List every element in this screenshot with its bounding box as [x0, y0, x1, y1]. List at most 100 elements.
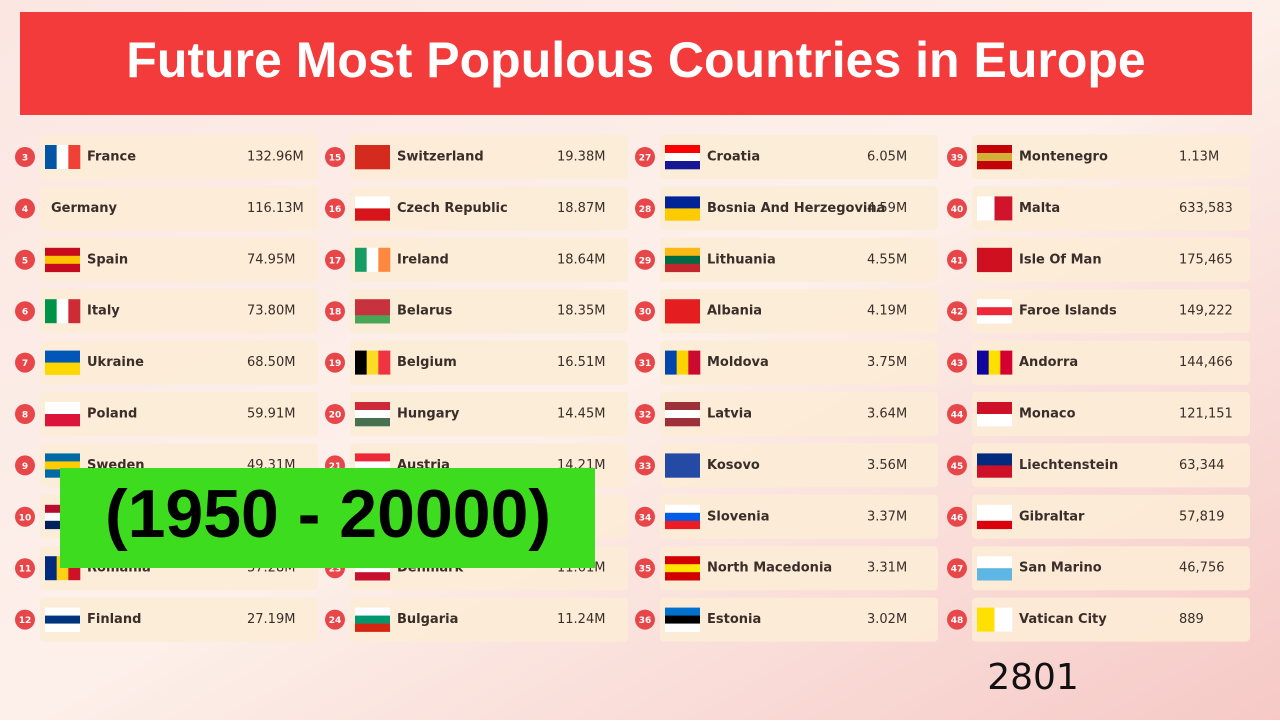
population: 633,583: [1179, 201, 1233, 216]
flag: [977, 556, 1012, 581]
rank-badge: [635, 301, 655, 322]
flag: [977, 145, 1012, 170]
rank-badge: [325, 147, 345, 167]
table-row: 18 Belarus 18.35M: [325, 289, 628, 334]
table-row: 16 Czech Republic 18.87M: [325, 186, 628, 231]
flag: [977, 196, 1013, 221]
flag-stripe: [977, 161, 1012, 170]
rank: 29: [639, 256, 652, 266]
flag: [977, 402, 1012, 427]
rank-badge: [635, 558, 655, 579]
flag: [355, 299, 390, 324]
flag-stripe: [45, 145, 57, 169]
overlay-box: [60, 468, 595, 568]
flag-stripe: [355, 623, 390, 632]
flag-stripe: [977, 307, 1012, 316]
flag-stripe: [45, 402, 80, 415]
country-name: Spain: [87, 252, 128, 267]
table-row: 17 Ireland 18.64M: [325, 237, 628, 282]
rank: 4: [22, 205, 28, 215]
rank: 48: [951, 616, 964, 626]
flag-stripe: [665, 196, 700, 209]
population: 74.95M: [247, 252, 295, 267]
flag-stripe: [45, 350, 80, 363]
flag: [665, 504, 700, 530]
population: 3.31M: [867, 561, 907, 576]
rank: 21: [329, 462, 342, 472]
population: 3.37M: [867, 509, 907, 524]
flag-stripe: [988, 350, 1001, 375]
flag-stripe: [665, 504, 700, 514]
table-row: 12 Finland 27.19M: [15, 597, 318, 642]
population: 4.55M: [867, 252, 907, 267]
country-name: Croatia: [707, 150, 760, 165]
rank-badge: [635, 609, 655, 630]
rank: 7: [22, 359, 28, 369]
country-name: Slovenia: [707, 509, 770, 524]
flag-stripe: [665, 607, 700, 616]
rank: 5: [22, 256, 28, 266]
row-box: [350, 597, 628, 642]
flag-stripe: [665, 564, 700, 573]
population: 18.87M: [557, 201, 605, 216]
rank: 33: [639, 462, 652, 472]
rank-badge: [947, 609, 967, 630]
rank-badge: [947, 249, 967, 270]
rank-badge: [635, 455, 655, 476]
rank: 34: [639, 513, 652, 523]
population: 18.64M: [557, 252, 605, 267]
flag-stripe: [355, 315, 390, 324]
flag-stripe: [355, 299, 390, 308]
flag: [355, 145, 390, 170]
flag-stripe: [45, 461, 80, 470]
flag: [977, 350, 1013, 375]
row-box: [972, 289, 1250, 334]
table-row: 30 Albania 4.19M: [635, 289, 938, 334]
row-box: [40, 289, 318, 334]
table-row: 6 Italy 73.80M: [15, 289, 318, 334]
row-box: [350, 237, 628, 282]
population: 4.59M: [867, 201, 907, 216]
flag-stripe: [665, 161, 700, 170]
rank-badge: [15, 301, 35, 322]
flag-stripe: [977, 153, 1012, 162]
flag: [665, 145, 700, 170]
country-name: Moldova: [707, 355, 769, 370]
row-box: [660, 546, 938, 591]
table-row: 27 Croatia 6.05M: [635, 135, 938, 179]
country-name: Andorra: [1019, 355, 1078, 370]
flag-stripe: [355, 453, 390, 462]
flag: [665, 453, 700, 478]
flag-stripe: [994, 196, 1013, 221]
flag-stripe: [665, 263, 700, 273]
population: 144,466: [1179, 355, 1233, 370]
rank-badge: [325, 352, 345, 373]
flag: [355, 196, 390, 221]
country-name: Monaco: [1019, 407, 1076, 422]
flag-stripe: [45, 556, 57, 581]
population: 68.50M: [247, 355, 295, 370]
flag-stripe: [1000, 350, 1013, 375]
population: 889: [1179, 612, 1204, 627]
country-name: San Marino: [1019, 561, 1102, 576]
table-row: 44 Monaco 121,151: [947, 392, 1250, 436]
population: 3.02M: [867, 612, 907, 627]
table-row: 40 Malta 633,583: [947, 186, 1250, 231]
title-banner: [20, 12, 1252, 115]
flag-stripe: [355, 607, 390, 616]
row-box: [350, 186, 628, 231]
flag-stripe: [665, 145, 700, 154]
table-row: 46 Gibraltar 57,819: [947, 494, 1250, 539]
flag: [665, 196, 700, 221]
flag-stripe: [977, 556, 1012, 569]
flag-stripe: [355, 350, 367, 375]
population: 121,151: [1179, 407, 1233, 422]
rank-badge: [947, 352, 967, 373]
population: 3.75M: [867, 355, 907, 370]
rank: 45: [951, 462, 964, 472]
flag-stripe: [665, 512, 700, 522]
title: Future Most Populous Countries in Europe: [126, 32, 1145, 88]
flag-stripe: [665, 208, 700, 221]
flag-stripe: [977, 520, 1012, 530]
